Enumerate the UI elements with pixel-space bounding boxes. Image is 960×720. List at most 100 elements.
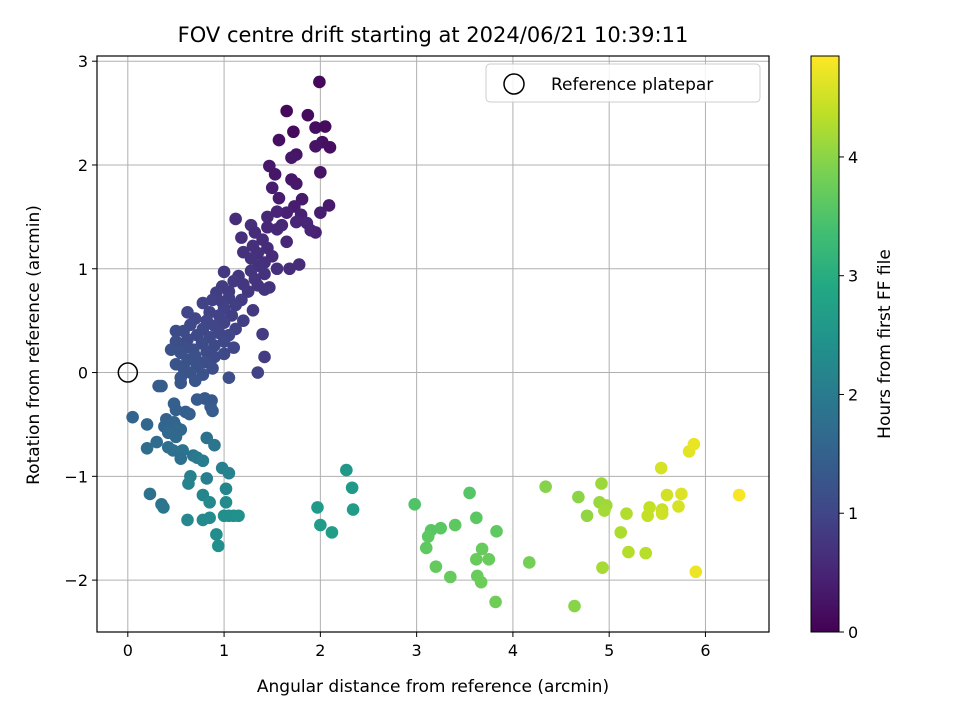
scatter-point: [235, 231, 248, 244]
scatter-point: [463, 486, 476, 500]
scatter-point: [322, 199, 336, 212]
scatter-point: [140, 442, 154, 455]
scatter-point: [229, 212, 242, 226]
y-tick-label: 1: [78, 260, 88, 279]
scatter-point: [203, 495, 216, 509]
scatter-point: [237, 314, 250, 327]
scatter-point: [196, 513, 210, 527]
scatter-point: [258, 267, 271, 281]
scatter-point: [283, 262, 296, 276]
scatter-point: [155, 379, 168, 393]
scatter-point: [660, 488, 674, 502]
scatter-point: [270, 205, 284, 218]
scatter-point: [572, 490, 585, 504]
scatter-point: [408, 498, 422, 511]
y-tick-label: −2: [64, 571, 88, 590]
scatter-point: [246, 303, 260, 317]
scatter-point: [182, 477, 195, 490]
colorbar: [810, 55, 840, 633]
scatter-point: [539, 480, 552, 494]
x-tick-label: 1: [219, 641, 229, 660]
scatter-point: [580, 509, 594, 523]
y-axis-ticks: −2 −1 0 1 2 3: [64, 52, 97, 590]
scatter-point: [314, 165, 327, 179]
scatter-point: [166, 444, 180, 457]
scatter-point: [164, 343, 178, 357]
scatter-point: [268, 168, 282, 181]
colorbar-tick-label: 0: [848, 623, 858, 642]
scatter-point: [208, 350, 221, 364]
scatter-point: [672, 500, 685, 513]
scatter-point: [340, 463, 353, 477]
scatter-point: [595, 477, 608, 490]
scatter-point: [150, 435, 163, 449]
scatter-point: [346, 503, 360, 516]
scatter-point: [280, 235, 293, 249]
scatter-point: [261, 220, 274, 234]
scatter-point: [227, 274, 241, 288]
scatter-point: [568, 599, 581, 613]
scatter-point: [489, 595, 502, 609]
scatter-point: [174, 452, 188, 465]
colorbar-tick-label: 3: [848, 267, 858, 286]
scatter-point: [270, 262, 284, 276]
scatter-point: [157, 501, 170, 514]
scatter-point: [434, 521, 448, 535]
scatter-point: [232, 509, 245, 523]
scatter-point: [188, 374, 202, 388]
scatter-point: [251, 366, 265, 379]
scatter-point: [174, 376, 188, 390]
colorbar-label: Hours from first FF file: [875, 249, 895, 439]
plot-frame: [96, 55, 770, 633]
scatter-point: [474, 575, 488, 589]
scatter-point: [301, 108, 315, 122]
x-axis-ticks: 0 1 2 3 4 5 6: [123, 632, 711, 660]
scatter-point: [314, 206, 327, 220]
scatter-point: [732, 488, 746, 502]
y-tick-label: 2: [78, 156, 88, 175]
scatter-point: [654, 461, 668, 475]
legend-box: [485, 63, 761, 103]
scatter-point: [222, 466, 236, 480]
scatter-point: [181, 513, 194, 527]
scatter-point: [292, 258, 306, 271]
scatter-point: [323, 141, 337, 154]
scatter-point: [210, 528, 223, 541]
y-axis-label: Rotation from reference (arcmin): [24, 205, 44, 485]
scatter-point: [289, 215, 303, 229]
x-tick-label: 3: [412, 641, 422, 660]
scatter-point: [217, 335, 231, 348]
scatter-point: [206, 293, 219, 307]
scatter-point: [522, 556, 536, 569]
colorbar-ticks: 0 1 2 3 4: [839, 148, 858, 642]
scatter-point: [482, 553, 496, 566]
scatter-point: [318, 120, 332, 133]
scatter-point: [143, 487, 157, 501]
x-axis-label: Angular distance from reference (arcmin): [257, 677, 609, 697]
reference-marker-layer: [117, 362, 139, 383]
scatter-point: [421, 530, 435, 543]
scatter-point: [196, 454, 210, 468]
scatter-point: [289, 177, 303, 190]
scatter-point: [208, 438, 221, 452]
scatter-point: [285, 151, 298, 165]
scatter-point: [190, 393, 204, 406]
scatter-point: [287, 125, 300, 139]
scatter-point: [596, 561, 609, 574]
scatter-point: [448, 518, 462, 532]
scatter-point: [261, 210, 274, 224]
legend: Reference platepar: [485, 63, 761, 103]
scatter-point: [687, 437, 701, 451]
scatter-point: [675, 487, 688, 501]
scatter-point: [200, 472, 214, 485]
scatter-point: [475, 542, 489, 556]
y-tick-label: −1: [64, 467, 88, 486]
chart-title: FOV centre drift starting at 2024/06/21 …: [178, 23, 689, 47]
scatter-point: [429, 560, 443, 573]
scatter-point: [256, 327, 269, 341]
scatter-points: [126, 75, 746, 613]
scatter-point: [219, 495, 233, 509]
legend-reference-marker: [503, 73, 525, 95]
